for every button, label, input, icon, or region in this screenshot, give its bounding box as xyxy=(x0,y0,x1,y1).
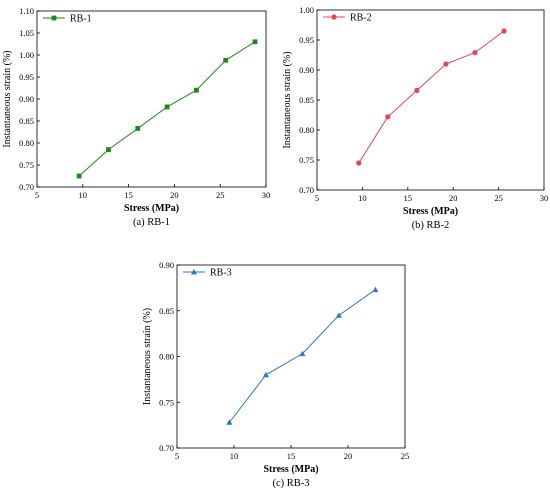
data-point xyxy=(106,147,111,152)
chart-panel-3: 5 10 15 20 25 0.70 0.75 0.80 0.85 0.90 Stress (MPa… xyxy=(142,260,409,488)
x-tick-label: 5 xyxy=(315,193,319,203)
y-tick-label: 0.75 xyxy=(159,397,174,407)
data-point xyxy=(193,87,199,93)
y-tick-label: 0.95 xyxy=(19,72,34,82)
y-tick-label: 0.85 xyxy=(159,306,174,316)
y-tick-label: 1.05 xyxy=(19,28,34,38)
legend-label: RB-1 xyxy=(70,14,92,25)
x-tick-label: 25 xyxy=(216,190,225,200)
x-tick-label: 20 xyxy=(344,451,353,461)
x-tick-label: 30 xyxy=(262,190,271,200)
data-point xyxy=(299,350,306,357)
data-point xyxy=(135,126,141,131)
x-tick-label: 10 xyxy=(79,190,88,200)
x-axis-title: Stress (MPa) xyxy=(263,464,318,475)
y-tick-label: 0.90 xyxy=(159,260,174,270)
x-axis-title: Stress (MPa) xyxy=(124,203,179,214)
x-tick-label: 10 xyxy=(230,451,239,461)
x-tick-label: 15 xyxy=(124,190,133,200)
x-tick-label: 5 xyxy=(175,451,179,461)
data-point xyxy=(335,312,342,318)
y-tick-label: 0.70 xyxy=(19,182,34,192)
y-tick-label: 0.70 xyxy=(299,185,314,195)
y-tick-label: 0.75 xyxy=(299,155,314,165)
x-tick-label: 30 xyxy=(540,193,549,203)
data-point xyxy=(262,371,269,378)
panel-caption: (b) RB-2 xyxy=(412,220,450,231)
series-line-RB-2 xyxy=(358,30,505,164)
data-point xyxy=(443,61,449,67)
legend-marker xyxy=(331,14,337,20)
legend-marker xyxy=(51,15,57,21)
data-point xyxy=(223,57,229,63)
data-point xyxy=(414,87,420,93)
chart-panel-2: 5 10 15 20 25 30 0.70 0.75 0.80 0.85 0.90 0.95 1.00 S… xyxy=(282,5,548,231)
x-axis-title: Stress (MPa) xyxy=(403,206,458,217)
y-tick-label: 0.90 xyxy=(19,94,34,104)
plot-frame xyxy=(36,10,267,188)
y-axis-title: Instantaneous strain (%) xyxy=(2,50,13,147)
y-tick-label: 1.10 xyxy=(19,6,34,16)
y-tick-label: 0.85 xyxy=(19,116,34,126)
y-tick-label: 1.00 xyxy=(299,5,314,15)
y-axis-title: Instantaneous strain (%) xyxy=(282,51,293,148)
x-tick-label: 25 xyxy=(401,451,410,461)
x-tick-label: 20 xyxy=(170,190,179,200)
y-tick-label: 0.85 xyxy=(299,95,314,105)
data-point xyxy=(356,160,362,166)
panel-caption: (c) RB-3 xyxy=(272,478,309,488)
data-point xyxy=(164,104,170,110)
panel-caption: (a) RB-1 xyxy=(133,217,170,228)
x-tick-label: 5 xyxy=(35,190,39,200)
y-tick-label: 0.75 xyxy=(19,160,34,170)
y-tick-label: 0.95 xyxy=(299,35,314,45)
legend-label: RB-3 xyxy=(210,268,232,279)
x-tick-label: 10 xyxy=(358,193,367,203)
y-tick-label: 0.90 xyxy=(299,65,314,75)
y-tick-label: 0.80 xyxy=(299,125,314,135)
legend-marker xyxy=(191,269,197,275)
y-tick-label: 0.80 xyxy=(159,352,174,362)
data-point xyxy=(76,173,82,179)
x-tick-label: 15 xyxy=(287,451,296,461)
chart-panel-1: 5 10 15 20 25 30 0.70 0.75 0.80 0.85 0.90 0.95 1.00 1… xyxy=(2,6,270,228)
y-tick-label: 0.70 xyxy=(159,443,174,453)
y-tick-label: 1.00 xyxy=(19,50,34,60)
x-tick-label: 20 xyxy=(449,193,458,203)
data-point xyxy=(252,39,258,45)
data-point xyxy=(501,28,507,34)
y-tick-label: 0.80 xyxy=(19,138,34,148)
legend-label: RB-2 xyxy=(350,13,372,24)
data-point xyxy=(472,50,478,56)
x-tick-label: 15 xyxy=(404,193,413,203)
plot-frame xyxy=(316,9,545,191)
data-point xyxy=(226,419,233,425)
x-tick-label: 25 xyxy=(494,193,503,203)
data-point xyxy=(372,286,379,293)
data-point xyxy=(385,114,391,120)
y-axis-title: Instantaneous strain (%) xyxy=(142,308,153,405)
